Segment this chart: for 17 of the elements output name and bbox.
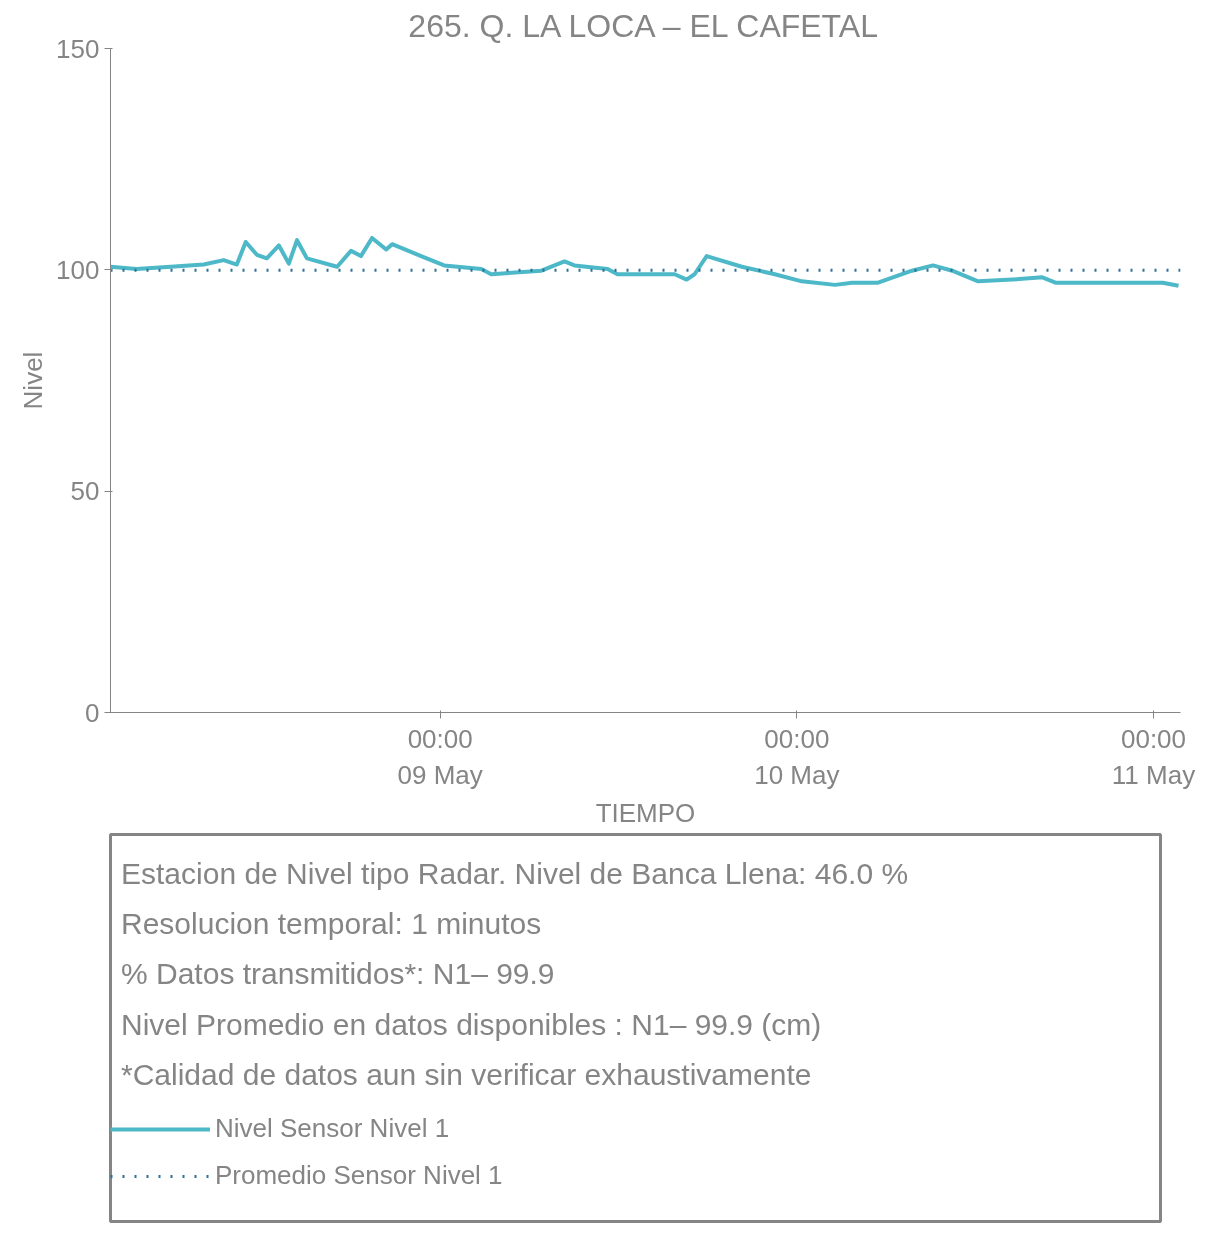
legend-label: Nivel Sensor Nivel 1: [215, 1113, 450, 1144]
chart-title: 265. Q. LA LOCA – EL CAFETAL: [408, 7, 878, 44]
text: *Calidad de datos aun sin verificar exhaustivamente: [121, 1057, 812, 1091]
x-axis-title: TIEMPO: [595, 797, 696, 828]
text: Estacion de Nivel tipo Radar. Nivel de Banca Llena: 46.0 %: [121, 856, 909, 890]
text: Nivel Promedio en datos disponibles : N1– 99.9 (cm): [121, 1007, 822, 1041]
y-tick-label: 50: [70, 476, 100, 507]
x-tick-label: 00:00 11 May: [1111, 723, 1196, 790]
legend-label: Promedio Sensor Nivel 1: [215, 1160, 503, 1191]
y-tick-label: 100: [56, 254, 100, 285]
text: Resolucion temporal: 1 minutos: [121, 907, 542, 941]
text: % Datos transmitidos*: N1– 99.9: [121, 957, 555, 991]
y-tick-label: 150: [56, 33, 100, 64]
y-tick-label: 0: [85, 697, 100, 728]
y-axis-title: Nivel: [18, 351, 49, 410]
x-tick-label: 00:00 10 May: [754, 723, 840, 790]
x-tick-label: 00:00 09 May: [397, 723, 483, 790]
